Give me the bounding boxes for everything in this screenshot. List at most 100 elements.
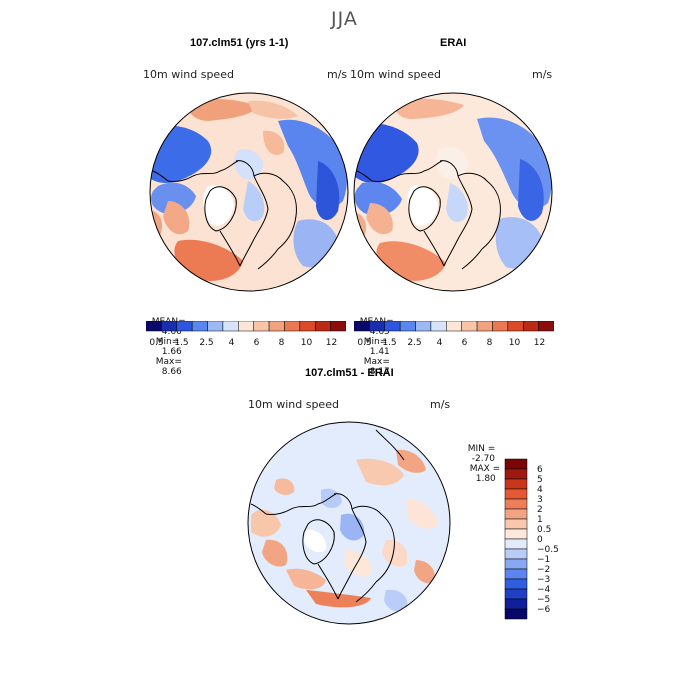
colorbar-tick-label: 3 bbox=[537, 495, 543, 505]
panel-right-min-label: Min= bbox=[363, 337, 388, 347]
colorbar-swatch bbox=[354, 321, 370, 332]
colorbar-tick-label: −1 bbox=[537, 555, 550, 565]
colorbar-tick-label: −2 bbox=[537, 565, 550, 575]
colorbar-tick-label: −5 bbox=[537, 595, 550, 605]
colorbar-tick-label: 8 bbox=[487, 338, 493, 348]
colorbar-tick-label: 1 bbox=[537, 515, 543, 525]
colorbar-swatch bbox=[504, 548, 528, 560]
panel-right-mean-value: 4.65 bbox=[369, 327, 390, 337]
colorbar-tick-label: 5 bbox=[537, 475, 543, 485]
panel-right-max-label: Max= bbox=[363, 357, 390, 367]
colorbar-tick-label: 4 bbox=[229, 338, 235, 348]
colorbar-swatch bbox=[504, 498, 528, 510]
colorbar-swatch bbox=[476, 321, 493, 332]
colorbar-swatch bbox=[504, 528, 528, 540]
colorbar-swatch bbox=[504, 568, 528, 580]
colorbar-tick-label: 4 bbox=[537, 485, 543, 495]
colorbar-tick-label: 10 bbox=[301, 338, 313, 348]
colorbar-swatch bbox=[330, 321, 346, 332]
colorbar-tick-label: −6 bbox=[537, 605, 551, 615]
colorbar-swatch bbox=[504, 458, 528, 470]
colorbar-tick-label: 1.5 bbox=[174, 338, 188, 348]
colorbar-swatch bbox=[507, 321, 524, 332]
colorbar-tick-label: 6 bbox=[462, 338, 468, 348]
panel-diff-max-value: 1.80 bbox=[475, 474, 496, 484]
colorbar-swatch bbox=[504, 588, 528, 600]
colorbar-tick-label: 2 bbox=[537, 505, 543, 515]
colorbar-left: 0.5 1.5 2.5 4 6 8 10 12 bbox=[146, 321, 346, 348]
panel-left-max-value: 8.66 bbox=[161, 367, 182, 377]
colorbar-swatch bbox=[522, 321, 539, 332]
colorbar-swatch bbox=[504, 578, 528, 590]
colorbar-tick-label: 12 bbox=[534, 338, 545, 348]
colorbar-tick-label: 0 bbox=[537, 535, 543, 545]
colorbar-swatch bbox=[399, 321, 416, 332]
figure-title: JJA bbox=[331, 8, 358, 30]
colorbar-swatch bbox=[492, 321, 509, 332]
panel-right-units-label: m/s bbox=[532, 68, 553, 81]
colorbar-swatch bbox=[146, 321, 162, 332]
panel-right-variable-label: 10m wind speed bbox=[350, 68, 441, 81]
colorbar-tick-label: 6 bbox=[537, 465, 543, 475]
colorbar-tick-label: 2.5 bbox=[199, 338, 213, 348]
colorbar-tick-label: 0.5 bbox=[149, 338, 163, 348]
panel-left-variable-label: 10m wind speed bbox=[143, 68, 234, 81]
panel-diff-max-label: MAX = bbox=[469, 464, 501, 474]
colorbar-swatch bbox=[504, 488, 528, 500]
colorbar-swatch bbox=[504, 478, 528, 490]
colorbar-swatch bbox=[369, 321, 386, 332]
colorbar-tick-label: 2.5 bbox=[407, 338, 421, 348]
panel-left-title: 107.clm51 (yrs 1-1) bbox=[190, 37, 289, 49]
colorbar-swatch bbox=[538, 321, 554, 332]
colorbar-swatch bbox=[504, 468, 528, 480]
colorbar-swatch bbox=[446, 321, 462, 332]
colorbar-swatch bbox=[415, 321, 432, 332]
panel-right-max-value: 8.17 bbox=[369, 367, 390, 377]
colorbar-tick-label: 1.5 bbox=[382, 338, 396, 348]
panel-diff-variable-label: 10m wind speed bbox=[248, 398, 339, 411]
panel-diff-stats: MIN = -2.70 MAX = 1.80 bbox=[462, 434, 501, 484]
colorbar-swatch bbox=[504, 608, 528, 620]
colorbar-swatch bbox=[504, 538, 528, 550]
colorbar-tick-label: 6 bbox=[254, 338, 260, 348]
panel-left-max-label: Max= bbox=[155, 357, 182, 367]
colorbar-swatch bbox=[176, 321, 193, 332]
map-panel-left bbox=[149, 92, 349, 292]
colorbar-tick-label: 12 bbox=[326, 338, 337, 348]
colorbar-swatch bbox=[504, 558, 528, 570]
colorbar-swatch bbox=[461, 321, 478, 332]
colorbar-swatch bbox=[268, 321, 285, 332]
map-panel-diff bbox=[247, 421, 451, 625]
colorbar-swatch bbox=[222, 321, 239, 332]
colorbar-swatch bbox=[191, 321, 208, 332]
colorbar-swatch bbox=[430, 321, 447, 332]
panel-left-min-value: 1.66 bbox=[161, 347, 182, 357]
map-panel-right bbox=[353, 92, 553, 292]
colorbar-tick-label: −3 bbox=[537, 575, 550, 585]
colorbar-swatch bbox=[384, 321, 401, 332]
panel-left-min-label: Min= bbox=[155, 337, 180, 347]
colorbar-tick-label: 10 bbox=[509, 338, 521, 348]
panel-diff-min-value: -2.70 bbox=[471, 454, 496, 464]
colorbar-swatch bbox=[253, 321, 270, 332]
colorbar-tick-label: −0.5 bbox=[537, 545, 559, 555]
colorbar-swatch bbox=[284, 321, 301, 332]
colorbar-tick-label: 4 bbox=[437, 338, 443, 348]
colorbar-tick-label: 0.5 bbox=[357, 338, 371, 348]
colorbar-swatch bbox=[504, 508, 528, 520]
colorbar-swatch bbox=[504, 518, 528, 530]
colorbar-right: 0.5 1.5 2.5 4 6 8 10 12 bbox=[354, 321, 554, 348]
colorbar-tick-label: 8 bbox=[279, 338, 285, 348]
colorbar-swatch bbox=[504, 598, 528, 610]
colorbar-swatch bbox=[299, 321, 316, 332]
colorbar-swatch bbox=[207, 321, 224, 332]
colorbar-tick-label: −4 bbox=[537, 585, 551, 595]
colorbar-tick-label: 0.5 bbox=[537, 525, 551, 535]
panel-diff-min-label: MIN = bbox=[467, 444, 496, 454]
colorbar-swatch bbox=[314, 321, 331, 332]
colorbar-swatch bbox=[238, 321, 254, 332]
panel-diff-title: 107.clm51 - ERAI bbox=[305, 367, 394, 379]
panel-right-min-value: 1.41 bbox=[369, 347, 390, 357]
colorbar-swatch bbox=[161, 321, 178, 332]
